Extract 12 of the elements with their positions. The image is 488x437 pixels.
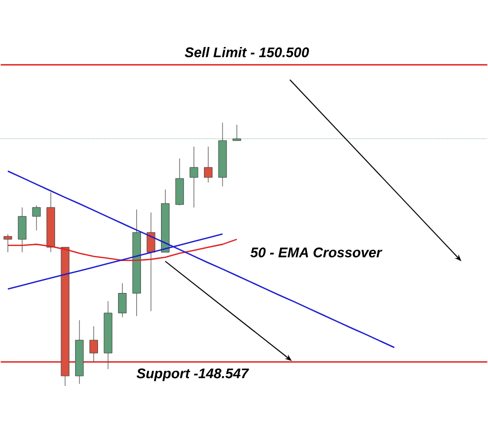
candlestick [89, 326, 98, 362]
candlestick [18, 207, 26, 253]
candlestick [204, 146, 212, 183]
ref-line-label: Support -148.547 [136, 368, 250, 382]
candlestick [190, 146, 198, 208]
annotation: 50 - EMA Crossover [250, 248, 382, 258]
candlestick [32, 205, 41, 231]
candlestick [146, 212, 156, 312]
candlestick [232, 124, 242, 142]
ref-line-label: Sell Limit - 150.500 [184, 47, 309, 58]
candlestick [118, 283, 127, 318]
candlestick [4, 234, 12, 253]
